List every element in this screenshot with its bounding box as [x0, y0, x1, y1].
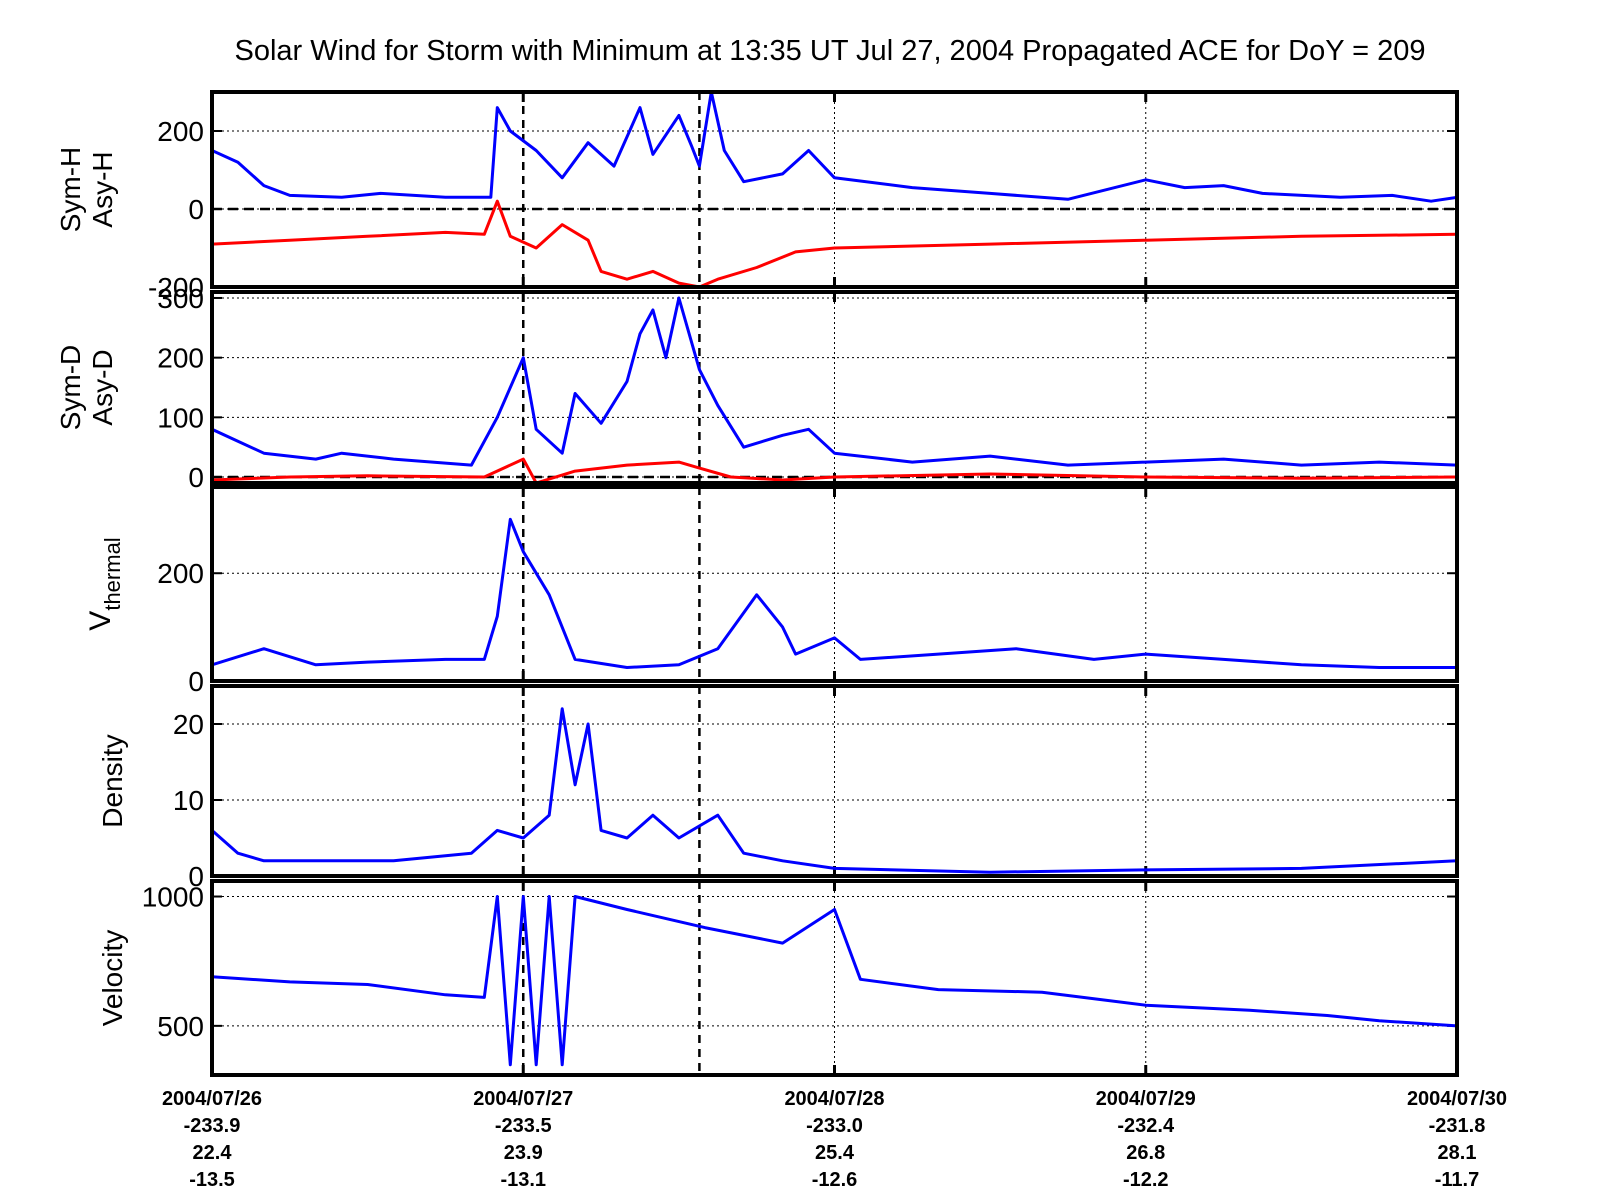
panel-frame — [210, 485, 1459, 683]
y-tick-label: 100 — [157, 402, 204, 433]
x-tick-date-label: 2004/07/26 — [162, 1088, 262, 1110]
x-tick-coord-label: 22.4 — [193, 1142, 233, 1164]
y-axis-label: Velocity — [97, 930, 128, 1027]
x-tick-date-label: 2004/07/30 — [1407, 1088, 1507, 1110]
x-tick-coord-label: -233.5 — [495, 1115, 552, 1137]
panel-frame — [210, 90, 1459, 289]
panel-frame — [210, 290, 1459, 485]
y-axis-label-main: V — [84, 611, 117, 631]
y-axis-label: Asy-D — [87, 349, 118, 425]
x-tick-coord-label: 26.8 — [1126, 1142, 1165, 1164]
series-line-1 — [212, 707, 1457, 874]
series-line-2 — [212, 457, 1457, 483]
y-tick-label: 0 — [188, 462, 204, 493]
y-axis-label: Asy-H — [87, 151, 118, 227]
y-tick-label: 0 — [188, 861, 204, 892]
panel-3: 200 0 Vthermal — [84, 485, 1459, 697]
x-tick-coord-label: 23.9 — [504, 1142, 543, 1164]
x-tick-coord-label: -232.4 — [1117, 1115, 1175, 1137]
y-tick-label: 300 — [157, 283, 204, 314]
x-tick-coord-label: -13.1 — [500, 1169, 546, 1191]
x-tick-date-label: 2004/07/28 — [784, 1088, 884, 1110]
x-axis-labels: 2004/07/26 -233.9 22.4 -13.5 2004/07/27 -233.… — [162, 1088, 1507, 1191]
series-line-2 — [212, 199, 1457, 287]
y-axis-label: Vthermal — [84, 537, 125, 630]
y-tick-label: 1000 — [142, 882, 204, 913]
x-tick-coord-label: -11.7 — [1435, 1169, 1479, 1191]
x-tick-date-label: 2004/07/27 — [473, 1088, 573, 1110]
series-line-1 — [212, 296, 1457, 467]
x-tick-coord-label: -231.8 — [1429, 1115, 1486, 1137]
y-axis-label-subscript: thermal — [100, 537, 125, 610]
y-axis-label: Sym-H — [55, 147, 86, 233]
series-line-1 — [212, 895, 1457, 1067]
y-tick-label: 0 — [188, 666, 204, 697]
y-tick-label: -200 — [148, 272, 204, 303]
panel-2: 300 200 100 0 Sym-D Asy-D — [55, 283, 1459, 493]
x-tick-coord-label: -12.6 — [812, 1169, 858, 1191]
x-tick-coord-label: -12.2 — [1123, 1169, 1169, 1191]
x-tick-coord-label: -233.9 — [184, 1115, 241, 1137]
series-line-1 — [212, 92, 1457, 203]
x-tick-coord-label: -13.5 — [189, 1169, 235, 1191]
x-tick-coord-label: 28.1 — [1438, 1142, 1477, 1164]
y-tick-label: 200 — [157, 343, 204, 374]
panel-frame — [210, 879, 1459, 1077]
y-axis-label: Sym-D — [55, 345, 86, 431]
y-tick-label: 200 — [157, 116, 204, 147]
x-tick-coord-label: -233.0 — [806, 1115, 863, 1137]
panel-5: 1000 500 Velocity — [97, 879, 1459, 1077]
figure-title: Solar Wind for Storm with Minimum at 13:… — [235, 35, 1426, 67]
y-tick-label: 200 — [157, 558, 204, 589]
y-tick-label: 20 — [173, 709, 204, 740]
x-tick-date-label: 2004/07/29 — [1096, 1088, 1196, 1110]
panel-4: 20 10 0 Density — [97, 684, 1459, 892]
panel-1: 200 0 -200 Sym-H Asy-H — [55, 90, 1459, 303]
y-tick-label: 10 — [173, 785, 204, 816]
y-tick-label: 0 — [188, 194, 204, 225]
y-axis-label: Density — [97, 734, 128, 827]
x-tick-coord-label: 25.4 — [815, 1142, 855, 1164]
panel-frame — [210, 684, 1459, 878]
series-line-1 — [212, 517, 1457, 669]
y-tick-label: 500 — [157, 1011, 204, 1042]
